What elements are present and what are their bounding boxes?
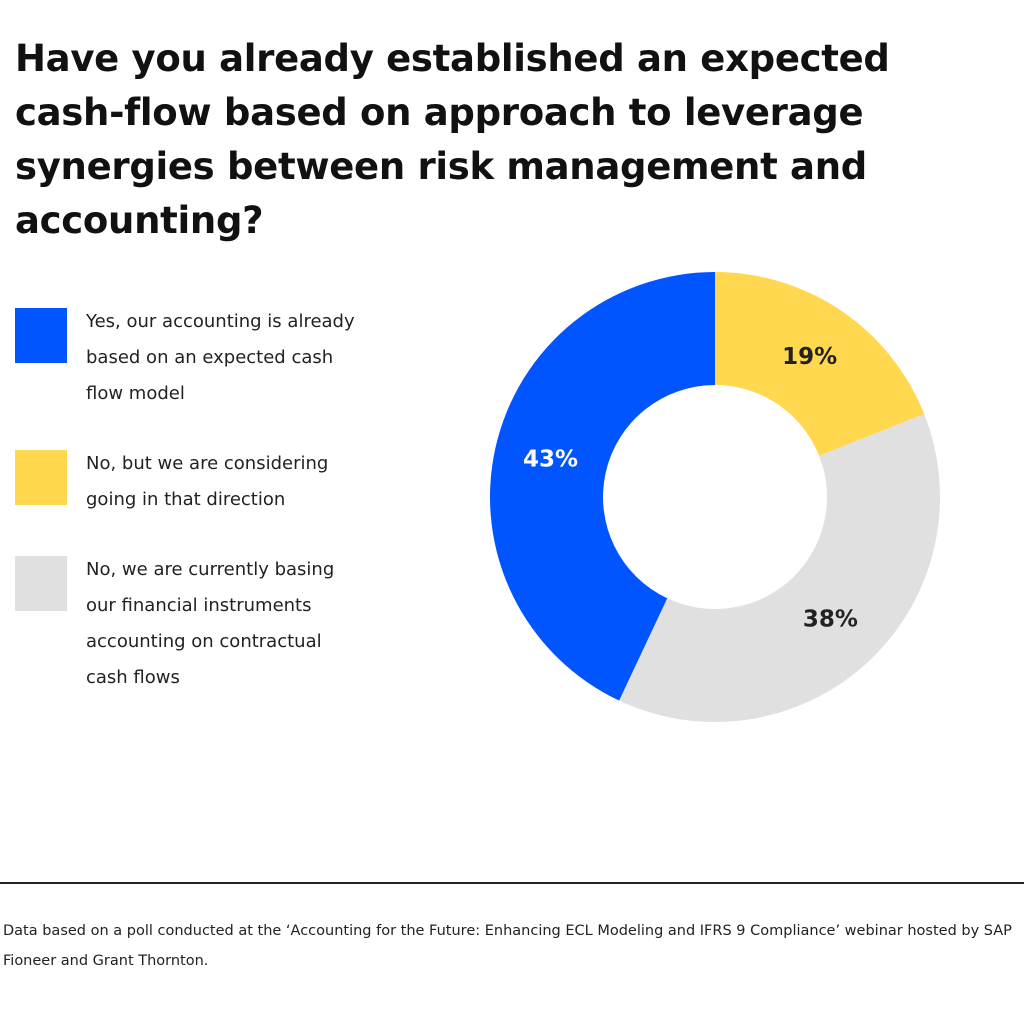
data-label: 19% [782, 344, 837, 370]
legend-item: Yes, our accounting is already based on … [15, 308, 375, 412]
donut-chart: 43% 19% 38% [489, 272, 941, 722]
legend-label: No, but we are considering going in that… [86, 453, 329, 510]
data-label: 43% [523, 447, 578, 473]
divider [0, 882, 1024, 884]
donut-slice [619, 414, 941, 722]
footnote: Data based on a poll conducted at the ‘A… [3, 923, 1012, 969]
legend-item: No, but we are considering going in that… [15, 450, 375, 518]
legend-item: No, we are currently basing our financia… [15, 556, 375, 696]
legend-label: Yes, our accounting is already based on … [86, 311, 355, 404]
chart-title: Have you already established an expected… [15, 37, 890, 242]
data-label: 38% [803, 606, 858, 632]
legend-swatch [15, 556, 67, 611]
legend-label: No, we are currently basing our financia… [86, 559, 335, 688]
legend-swatch [15, 308, 67, 363]
donut-slice [489, 272, 715, 701]
legend-swatch [15, 450, 67, 505]
legend: Yes, our accounting is already based on … [15, 308, 375, 734]
donut-slice [715, 272, 925, 456]
